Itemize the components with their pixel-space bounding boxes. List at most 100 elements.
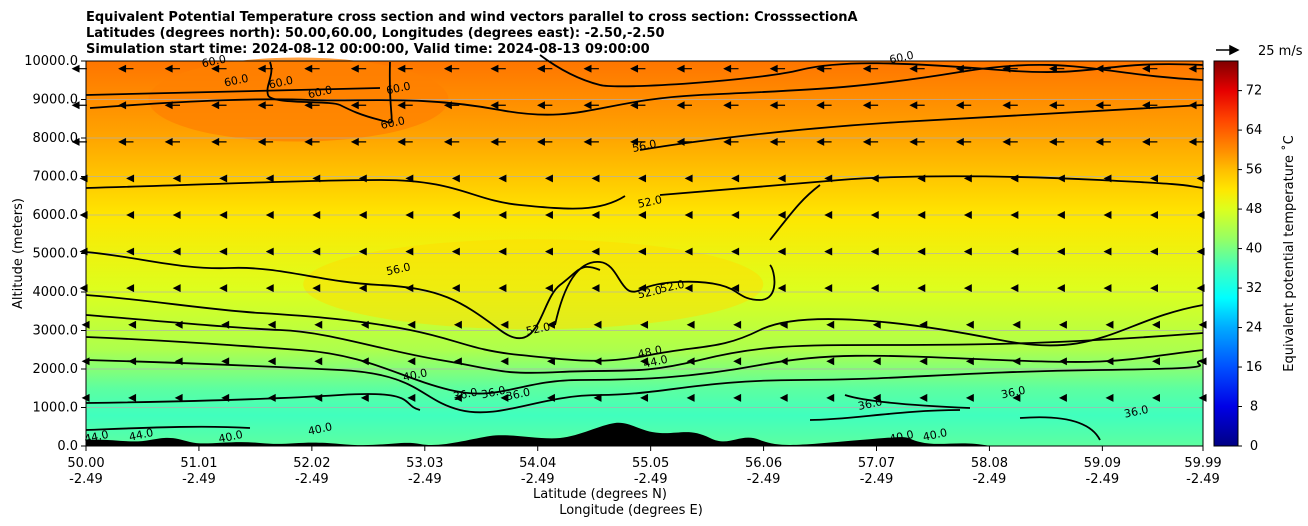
wind-vector: [638, 211, 647, 219]
x-tick-lon: -2.49: [182, 472, 216, 487]
wind-vector: [118, 64, 134, 73]
wind-vector: [826, 320, 835, 329]
wind-vector: [358, 284, 367, 293]
wind-vector: [779, 393, 788, 402]
wind-vector: [1012, 320, 1021, 329]
wind-vector: [265, 211, 274, 219]
contour-line: [769, 184, 821, 241]
x-tick-lat: 51.01: [180, 456, 217, 471]
x-axis-label-secondary: Longitude (degrees E): [559, 503, 703, 518]
contour-label: 60.0: [268, 74, 295, 92]
wind-vector: [583, 64, 599, 73]
quiver-key-arrow: [1216, 44, 1240, 56]
wind-vector: [862, 101, 879, 110]
wind-vector: [172, 211, 181, 219]
wind-vector: [1010, 211, 1019, 219]
wind-vector: [500, 320, 509, 329]
wind-vector: [405, 174, 414, 183]
contour-label: 44.0: [83, 428, 110, 446]
y-tick-label: 7000.0: [33, 170, 79, 185]
wind-vector: [71, 137, 87, 146]
wind-vector: [723, 101, 739, 110]
wind-vector: [955, 101, 972, 110]
wind-vector: [490, 137, 506, 146]
y-tick-label: 10000.0: [24, 54, 78, 69]
wind-vector: [684, 174, 693, 183]
wind-vector: [537, 64, 553, 73]
wind-vector: [777, 247, 786, 256]
wind-vector: [265, 247, 274, 256]
wind-vector: [638, 247, 647, 256]
x-tick-lat: 59.09: [1084, 456, 1121, 471]
wind-vector: [257, 137, 274, 146]
x-tick-lon: -2.49: [1086, 472, 1120, 487]
y-tick-label: 3000.0: [33, 324, 79, 339]
wind-vector: [684, 247, 693, 256]
x-tick-lon: -2.49: [69, 472, 103, 487]
wind-vector: [583, 137, 599, 146]
wind-vector: [591, 211, 600, 219]
wind-vector: [537, 137, 553, 146]
chart-title-line: Simulation start time: 2024-08-12 00:00:…: [86, 42, 650, 57]
wind-vector: [593, 320, 602, 329]
wind-vector: [265, 284, 274, 293]
wind-vector: [1105, 320, 1114, 329]
wind-vector: [1056, 247, 1065, 256]
wind-vector: [350, 137, 367, 146]
contour-label: 60.0: [223, 72, 250, 90]
y-tick-label: 4000.0: [33, 285, 79, 300]
x-tick-lon: -2.49: [747, 472, 781, 487]
wind-vector: [451, 247, 460, 256]
wind-vector: [593, 393, 602, 402]
contour-label: 48.0: [637, 343, 664, 361]
x-tick-lat: 59.99: [1184, 456, 1221, 471]
colorbar-tick-label: 48: [1246, 202, 1263, 217]
contour-label: 40.0: [402, 366, 429, 384]
wind-vector: [1002, 137, 1018, 146]
chart-title-line: Latitudes (degrees north): 50.00,60.00, …: [86, 26, 665, 41]
y-tick-label: 9000.0: [33, 93, 79, 108]
contour-label: 36.0: [480, 384, 507, 402]
wind-vector: [219, 247, 228, 256]
wind-vector: [312, 247, 321, 256]
wind-vector: [684, 211, 693, 219]
wind-vector: [407, 357, 416, 366]
wind-vector: [358, 211, 367, 219]
x-tick-lat: 53.03: [406, 456, 443, 471]
y-tick-label: 1000.0: [33, 401, 79, 416]
wind-vector: [769, 101, 786, 110]
wind-vector: [640, 320, 649, 329]
wind-vector: [1196, 247, 1205, 256]
wind-vector: [360, 393, 369, 402]
y-tick-label: 6000.0: [33, 208, 79, 223]
contour-line: [639, 104, 1204, 151]
wind-vector: [965, 320, 974, 329]
wind-vector: [1048, 101, 1065, 110]
wind-vector: [1056, 284, 1065, 293]
x-tick-lon: -2.49: [634, 472, 668, 487]
wind-vector: [397, 64, 413, 73]
contour-line: [85, 87, 381, 96]
wind-vector: [498, 247, 507, 256]
contour-line: [89, 63, 1204, 116]
wind-vector: [777, 284, 786, 293]
wind-vector: [304, 64, 320, 73]
contour-line: [85, 425, 251, 431]
wind-vector: [963, 211, 972, 219]
wind-vector: [1048, 64, 1065, 73]
wind-vector: [731, 211, 740, 219]
wind-vector: [872, 393, 881, 402]
wind-vector: [500, 393, 509, 402]
wind-vector: [1152, 320, 1160, 329]
colorbar-tick-label: 56: [1246, 163, 1263, 178]
wind-vector: [909, 137, 925, 146]
contour-line: [85, 393, 421, 411]
wind-vector: [1058, 320, 1067, 329]
wind-vector: [1188, 64, 1204, 73]
wind-vector: [451, 174, 460, 183]
wind-vector: [314, 357, 323, 366]
colorbar-tick-label: 0: [1250, 439, 1258, 454]
wind-vector: [314, 320, 323, 329]
wind-vector: [500, 357, 509, 366]
